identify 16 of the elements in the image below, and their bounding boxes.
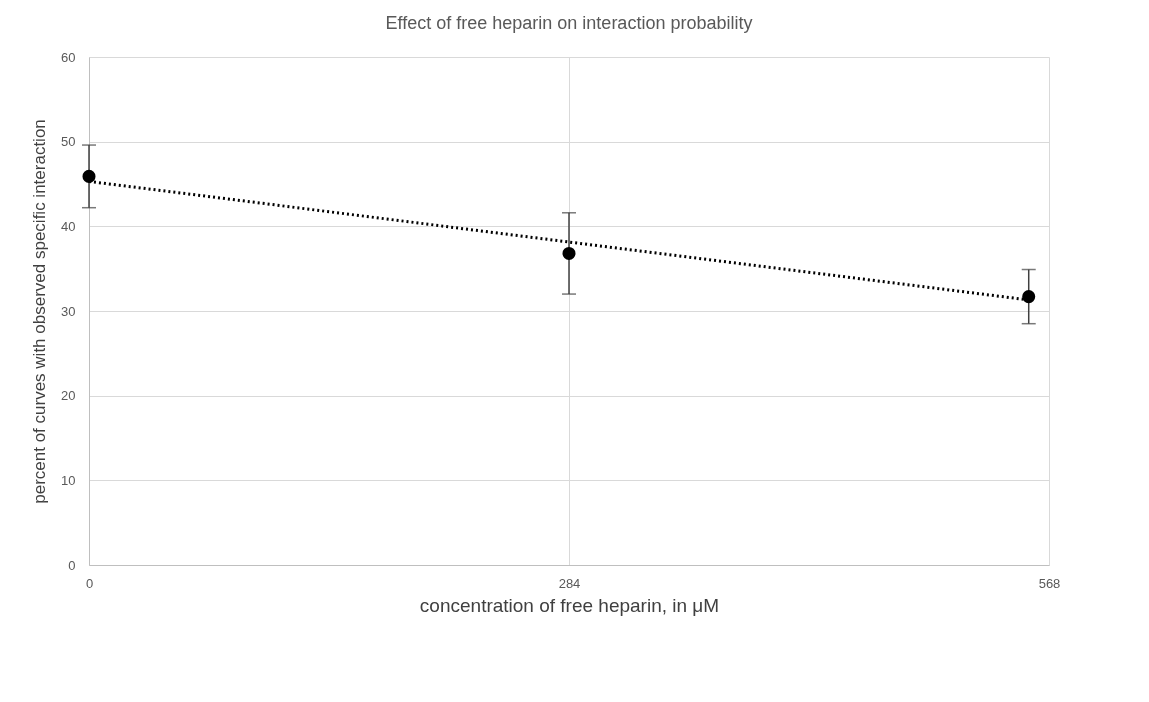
y-tick-label: 0	[68, 557, 76, 573]
point	[1022, 290, 1036, 304]
y-tick-label: 20	[61, 388, 76, 404]
y-tick-label: 30	[61, 303, 76, 319]
x-tick-label: 0	[85, 575, 94, 591]
point	[82, 169, 96, 183]
y-axis-title: percent of curves with observed specific interaction	[30, 119, 50, 504]
chart-title: Effect of free heparin on interaction probability	[385, 13, 753, 33]
y-tick-label: 40	[61, 218, 76, 234]
y-tick-label: 50	[61, 134, 76, 150]
x-axis-title: concentration of free heparin, in μM	[419, 594, 720, 616]
x-tick-label: 568	[1038, 575, 1061, 591]
y-tick-label: 60	[61, 49, 76, 65]
y-tick-label: 10	[61, 472, 76, 488]
x-tick-label: 284	[558, 575, 581, 591]
point	[562, 246, 576, 260]
